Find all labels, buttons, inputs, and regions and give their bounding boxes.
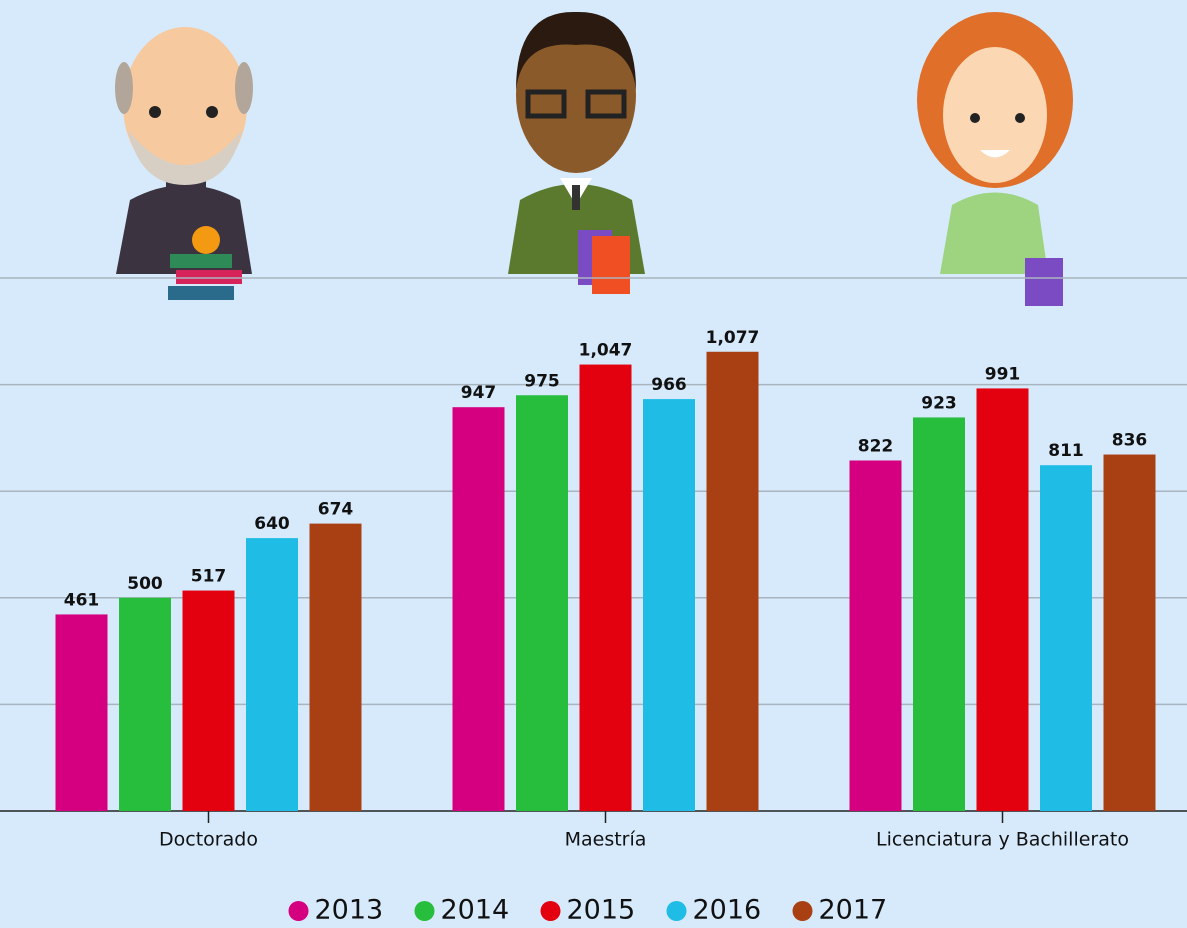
data-label: 1,077 xyxy=(706,328,760,348)
bar xyxy=(1103,454,1156,811)
x-tick-label: Doctorado xyxy=(159,829,258,851)
illustration-teacher xyxy=(917,12,1073,306)
bar xyxy=(119,597,171,811)
legend-swatch xyxy=(288,901,309,921)
data-label: 517 xyxy=(191,567,227,587)
legend-label: 2016 xyxy=(693,895,762,925)
data-label: 966 xyxy=(651,375,687,395)
data-label: 947 xyxy=(461,383,497,403)
data-label: 1,047 xyxy=(579,341,633,361)
data-label: 461 xyxy=(64,590,100,610)
bar xyxy=(706,351,759,811)
bar xyxy=(55,614,108,811)
bar xyxy=(309,523,362,811)
bar xyxy=(643,399,695,811)
legend-swatch xyxy=(792,901,813,921)
illustration-student xyxy=(508,11,645,294)
legend-label: 2015 xyxy=(567,895,636,925)
bar xyxy=(182,590,235,811)
bar xyxy=(516,395,568,811)
illustration-professor xyxy=(115,27,253,300)
plot-area: Doctorado 461 500 517 640 674 Maestría 947 975 1,… xyxy=(0,277,1187,926)
bar xyxy=(849,460,902,811)
bar xyxy=(452,407,505,811)
legend-label: 2017 xyxy=(819,895,888,925)
data-label: 500 xyxy=(127,574,163,594)
legend-swatch xyxy=(414,901,435,921)
legend-label: 2013 xyxy=(315,895,384,925)
data-label: 975 xyxy=(524,371,560,391)
bar xyxy=(246,538,298,811)
data-label: 991 xyxy=(985,364,1021,384)
legend-label: 2014 xyxy=(441,895,510,925)
data-label: 822 xyxy=(858,436,894,456)
x-tick-label: Licenciatura y Bachillerato xyxy=(876,829,1129,851)
legend-swatch xyxy=(540,901,561,921)
data-label: 640 xyxy=(254,514,290,534)
data-label: 811 xyxy=(1048,441,1084,461)
x-tick-label: Maestría xyxy=(565,829,647,851)
legend-swatch xyxy=(666,901,687,921)
bar xyxy=(579,364,632,811)
data-label: 674 xyxy=(318,500,354,520)
bar xyxy=(913,417,965,811)
data-label: 923 xyxy=(921,393,957,413)
data-label: 836 xyxy=(1112,431,1148,451)
bar xyxy=(1040,465,1092,811)
bar xyxy=(976,388,1029,811)
